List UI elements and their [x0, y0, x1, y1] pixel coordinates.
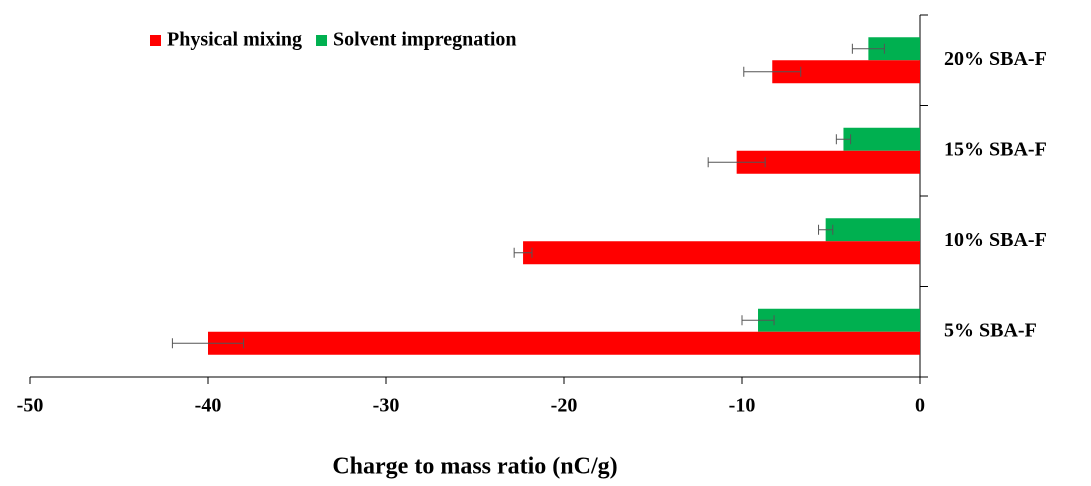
- error-bar: [741, 315, 775, 326]
- legend-label: Physical mixing: [167, 29, 302, 51]
- legend-label: Solvent impregnation: [333, 29, 517, 51]
- x-tick-label: -30: [373, 395, 400, 417]
- error-bar: [818, 224, 834, 235]
- error-bar: [743, 66, 802, 77]
- error-bar: [171, 338, 245, 349]
- y-tick-label: 20% SBA-F: [944, 48, 1047, 70]
- bar: [758, 308, 920, 332]
- legend-swatch: [316, 35, 328, 46]
- bar: [523, 241, 920, 265]
- bar: [843, 127, 920, 151]
- bar: [208, 331, 920, 355]
- x-tick-label: 0: [915, 395, 925, 417]
- error-bar: [707, 157, 766, 168]
- x-tick-label: -10: [729, 395, 756, 417]
- x-tick-label: -50: [17, 395, 44, 417]
- bar: [772, 60, 920, 84]
- legend-swatch: [150, 35, 161, 46]
- bar: [736, 150, 920, 174]
- y-tick-label: 15% SBA-F: [944, 138, 1047, 160]
- x-axis-title: Charge to mass ratio (nC/g): [332, 454, 617, 480]
- y-tick-label: 10% SBA-F: [944, 229, 1047, 251]
- bar: [825, 218, 920, 242]
- error-bar: [835, 134, 852, 145]
- x-tick-label: -40: [195, 395, 222, 417]
- bar: [868, 37, 920, 61]
- error-bar: [851, 43, 885, 54]
- x-tick-label: -20: [551, 395, 578, 417]
- error-bar: [513, 247, 533, 258]
- y-tick-label: 5% SBA-F: [944, 319, 1037, 341]
